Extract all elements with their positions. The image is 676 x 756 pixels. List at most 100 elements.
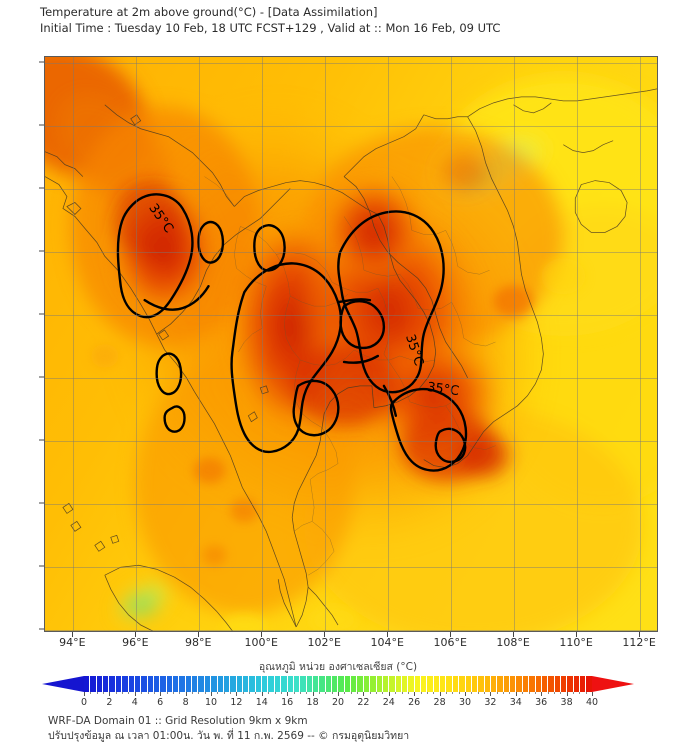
colorbar-cell: [236, 676, 243, 692]
colorbar-minor-tick: [115, 692, 117, 694]
colorbar-minor-tick: [426, 692, 428, 694]
y-axis-tick-mark: [39, 124, 44, 126]
colorbar-major-tick: [363, 692, 365, 696]
colorbar-minor-tick: [528, 692, 530, 694]
colorbar-minor-tick: [255, 692, 257, 694]
colorbar-tick-label: 18: [306, 697, 319, 708]
x-axis-tick-label: 104°E: [370, 636, 404, 649]
colorbar-minor-tick: [445, 692, 447, 694]
x-axis-tick-label: 102°E: [307, 636, 341, 649]
y-axis-tick-mark: [39, 565, 44, 567]
colorbar-cell: [173, 676, 180, 692]
colorbar-minor-tick: [395, 692, 397, 694]
colorbar-major-tick: [515, 692, 517, 696]
colorbar-cell: [497, 676, 504, 692]
colorbar-tick-label: 12: [230, 697, 243, 708]
colorbar-gradient: [84, 676, 592, 692]
colorbar-cell: [223, 676, 231, 692]
footer-block: WRF-DA Domain 01 :: Grid Resolution 9km …: [48, 714, 648, 744]
colorbar-minor-tick: [306, 692, 308, 694]
colorbar-minor-tick: [230, 692, 232, 694]
colorbar-minor-tick: [547, 692, 549, 694]
colorbar-cell: [478, 676, 485, 692]
colorbar-minor-tick: [401, 692, 403, 694]
colorbar-major-tick: [211, 692, 212, 696]
colorbar-major-tick: [109, 692, 111, 696]
temperature-map: 35°C 35°C 35°C: [45, 57, 657, 631]
colorbar-minor-tick: [242, 692, 244, 694]
colorbar-major-tick: [490, 692, 492, 696]
x-axis-tick-mark: [639, 632, 641, 637]
colorbar-minor-tick: [280, 692, 282, 694]
colorbar-minor-tick: [198, 692, 200, 694]
colorbar-minor-tick: [553, 692, 555, 694]
colorbar-major-tick: [566, 692, 568, 696]
colorbar-cell: [103, 676, 110, 692]
colorbar-major-tick: [388, 692, 390, 696]
colorbar-cell: [344, 676, 352, 692]
colorbar-cell: [363, 676, 371, 692]
colorbar-major-tick: [439, 692, 441, 696]
colorbar-cell: [376, 676, 383, 692]
colorbar-tick-label: 8: [182, 697, 189, 708]
colorbar-cell: [382, 676, 390, 692]
colorbar-minor-tick: [293, 692, 295, 694]
colorbar-minor-tick: [484, 692, 486, 694]
colorbar-tick-label: 6: [157, 697, 164, 708]
colorbar-minor-tick: [172, 692, 174, 694]
colorbar-tick-label: 28: [433, 697, 446, 708]
map-plot-area[interactable]: 35°C 35°C 35°C: [44, 56, 658, 632]
colorbar-minor-tick: [204, 692, 206, 694]
colorbar-cell: [357, 676, 364, 692]
colorbar-tick-label: 24: [382, 697, 395, 708]
colorbar-cell: [281, 676, 288, 692]
colorbar-cell: [370, 676, 377, 692]
colorbar-cell: [198, 676, 205, 692]
colorbar-cell: [141, 676, 148, 692]
footer-line-2: ปรับปรุงข้อมูล ณ เวลา 01:00น. วัน พ. ที่…: [48, 730, 410, 742]
colorbar-cell: [179, 676, 186, 692]
y-axis-tick-mark: [39, 628, 44, 630]
colorbar-cell: [147, 676, 154, 692]
colorbar-tick-label: 4: [131, 697, 138, 708]
colorbar-cell: [484, 676, 491, 692]
colorbar-cell: [242, 676, 250, 692]
colorbar-major-tick: [287, 692, 289, 696]
colorbar-cell: [427, 676, 434, 692]
contour-label: 35°C: [426, 380, 460, 399]
colorbar-major-tick: [414, 692, 416, 696]
colorbar-cell: [567, 676, 574, 692]
colorbar-minor-tick: [496, 692, 498, 694]
colorbar-minor-tick: [179, 692, 181, 694]
x-axis-tick-mark: [135, 632, 137, 637]
y-axis-tick-mark: [39, 502, 44, 504]
colorbar-minor-tick: [376, 692, 378, 694]
colorbar-minor-tick: [458, 692, 460, 694]
colorbar-cell: [217, 676, 224, 692]
colorbar-cell: [160, 676, 167, 692]
colorbar-minor-tick: [318, 692, 320, 694]
colorbar-minor-tick: [503, 692, 505, 694]
colorbar-major-tick: [160, 692, 162, 696]
colorbar-title: อุณหภูมิ หน่วย องศาเซลเซียส (°C): [258, 661, 418, 673]
y-axis-tick-mark: [39, 313, 44, 315]
colorbar-tick-label: 32: [484, 697, 497, 708]
colorbar-cell: [548, 676, 555, 692]
colorbar-tick-label: 14: [255, 697, 268, 708]
colorbar-cell: [255, 676, 263, 692]
colorbar-minor-tick: [153, 692, 155, 694]
colorbar-cell: [395, 676, 402, 692]
colorbar-cell: [421, 676, 428, 692]
colorbar-minor-tick: [522, 692, 524, 694]
colorbar-minor-tick: [344, 692, 346, 694]
colorbar-cell: [128, 676, 135, 692]
colorbar-minor-tick: [357, 692, 359, 694]
colorbar-cell: [573, 676, 581, 692]
colorbar-minor-tick: [217, 692, 219, 694]
colorbar-cell: [452, 676, 460, 692]
colorbar-cell: [586, 676, 592, 692]
colorbar-minor-tick: [579, 692, 581, 694]
x-axis-tick-mark: [387, 632, 389, 637]
colorbar-cell: [325, 676, 333, 692]
colorbar-cell: [529, 676, 536, 692]
